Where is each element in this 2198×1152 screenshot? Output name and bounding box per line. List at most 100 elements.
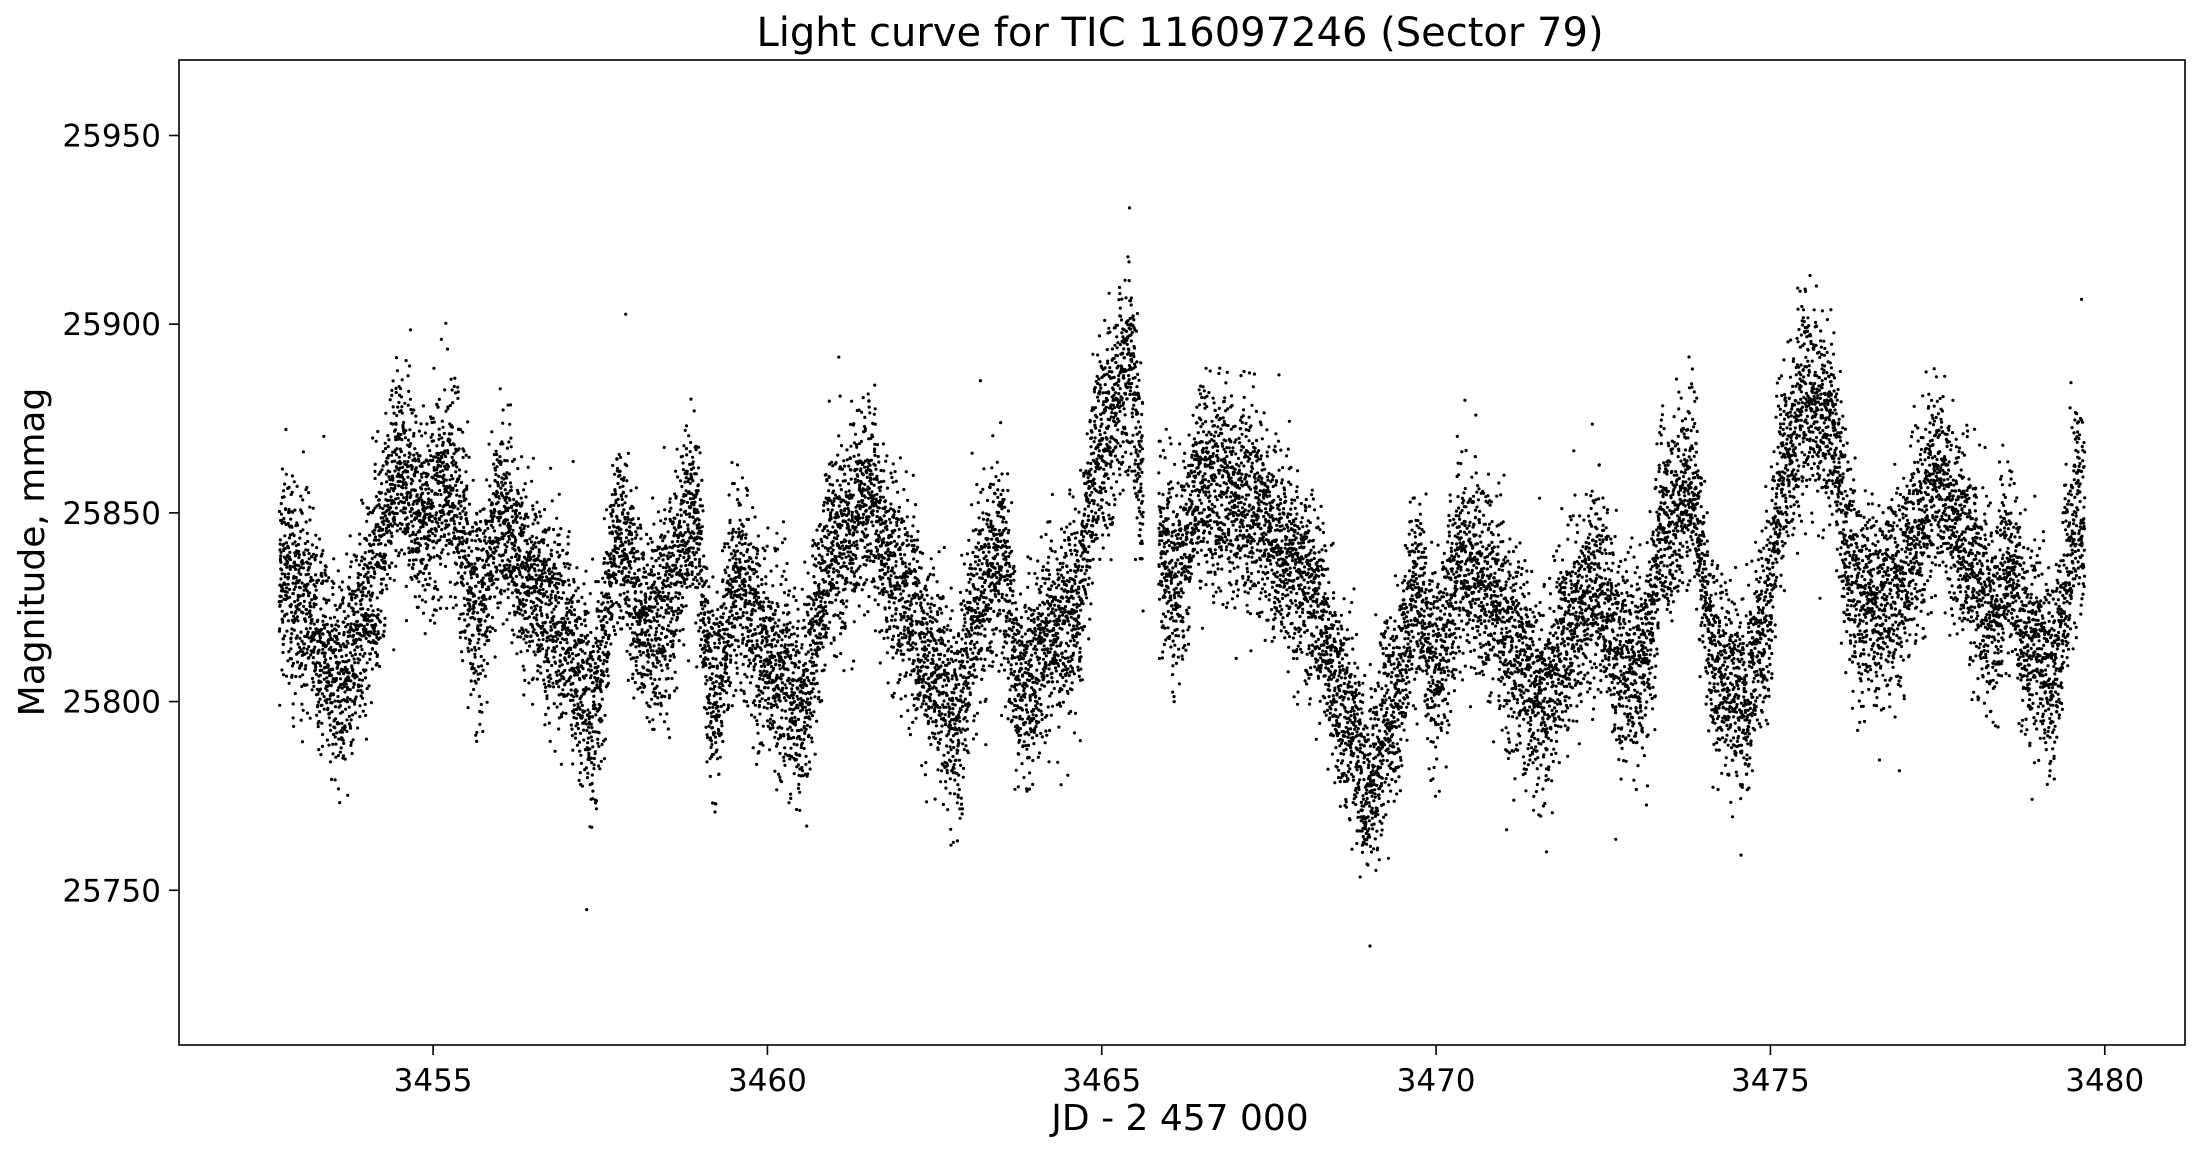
data-point [612, 503, 616, 507]
data-point [620, 503, 625, 507]
data-point [291, 614, 296, 618]
data-point [619, 494, 624, 498]
data-point [452, 531, 456, 535]
data-point [614, 492, 618, 496]
data-point [577, 740, 582, 744]
data-point [448, 580, 452, 584]
data-point [414, 466, 418, 470]
data-point [515, 514, 519, 518]
data-point [569, 660, 574, 664]
data-point [538, 514, 543, 518]
data-point [701, 607, 705, 611]
data-point [529, 606, 533, 610]
data-point [600, 679, 605, 683]
data-point [698, 542, 702, 546]
data-point [616, 547, 621, 551]
data-point [299, 630, 303, 634]
data-point [432, 366, 436, 370]
data-point [399, 432, 403, 437]
data-point [306, 548, 310, 552]
data-point [332, 581, 336, 586]
data-point [646, 638, 650, 642]
data-point [720, 721, 724, 725]
data-point [571, 762, 575, 766]
data-point [450, 509, 454, 513]
data-point [535, 618, 539, 622]
data-point [304, 520, 308, 524]
data-point [527, 681, 531, 685]
data-point [630, 622, 634, 627]
data-point [406, 475, 410, 479]
data-point [687, 556, 691, 560]
data-point [384, 411, 388, 415]
data-point [307, 655, 311, 660]
data-point [617, 569, 621, 574]
data-point [457, 468, 462, 472]
data-point [479, 702, 483, 707]
data-point [614, 573, 618, 577]
data-point [402, 496, 406, 500]
data-point [738, 557, 742, 562]
data-point [387, 489, 392, 493]
data-point [622, 591, 626, 595]
data-point [451, 477, 455, 481]
data-point [325, 688, 329, 692]
data-point [732, 481, 736, 486]
data-point [720, 724, 724, 728]
data-point [735, 498, 740, 502]
data-point [518, 591, 522, 595]
data-point [281, 673, 286, 677]
data-point [314, 533, 318, 537]
data-point [682, 643, 686, 647]
data-point [541, 624, 545, 628]
data-point [478, 590, 482, 594]
data-point [341, 601, 345, 605]
data-point [659, 606, 664, 610]
data-point [306, 572, 310, 576]
data-point [390, 534, 394, 539]
data-point [413, 541, 417, 545]
data-point [461, 612, 465, 616]
data-point [349, 565, 353, 569]
data-point [567, 530, 571, 534]
data-point [690, 561, 694, 565]
data-point [718, 692, 722, 696]
data-point [618, 473, 622, 477]
data-point [463, 506, 467, 510]
data-point [515, 583, 519, 587]
data-point [550, 663, 554, 668]
data-point [354, 602, 358, 606]
data-point [624, 536, 629, 540]
data-point [291, 581, 295, 585]
data-point [415, 470, 420, 474]
data-point [306, 539, 310, 544]
data-point [346, 614, 350, 618]
data-point [393, 522, 397, 526]
data-point [363, 586, 367, 590]
data-point [337, 631, 341, 636]
data-point [451, 486, 455, 490]
data-point [518, 635, 523, 639]
data-point [645, 716, 649, 720]
data-point [621, 478, 626, 482]
data-point [535, 536, 539, 540]
data-point [579, 753, 583, 757]
data-point [591, 745, 595, 749]
data-point [579, 761, 584, 766]
data-point [721, 684, 725, 688]
data-point [653, 691, 658, 695]
data-point [348, 688, 352, 692]
data-point [291, 702, 295, 706]
data-point [317, 748, 321, 752]
data-point [417, 459, 421, 463]
data-point [516, 589, 520, 593]
data-point [497, 474, 501, 478]
data-point [680, 609, 684, 613]
data-point [347, 658, 351, 663]
data-point [295, 484, 299, 488]
data-point [321, 647, 325, 652]
data-point [634, 536, 638, 540]
data-point [597, 744, 601, 749]
data-point [355, 627, 359, 631]
data-point [392, 501, 396, 505]
